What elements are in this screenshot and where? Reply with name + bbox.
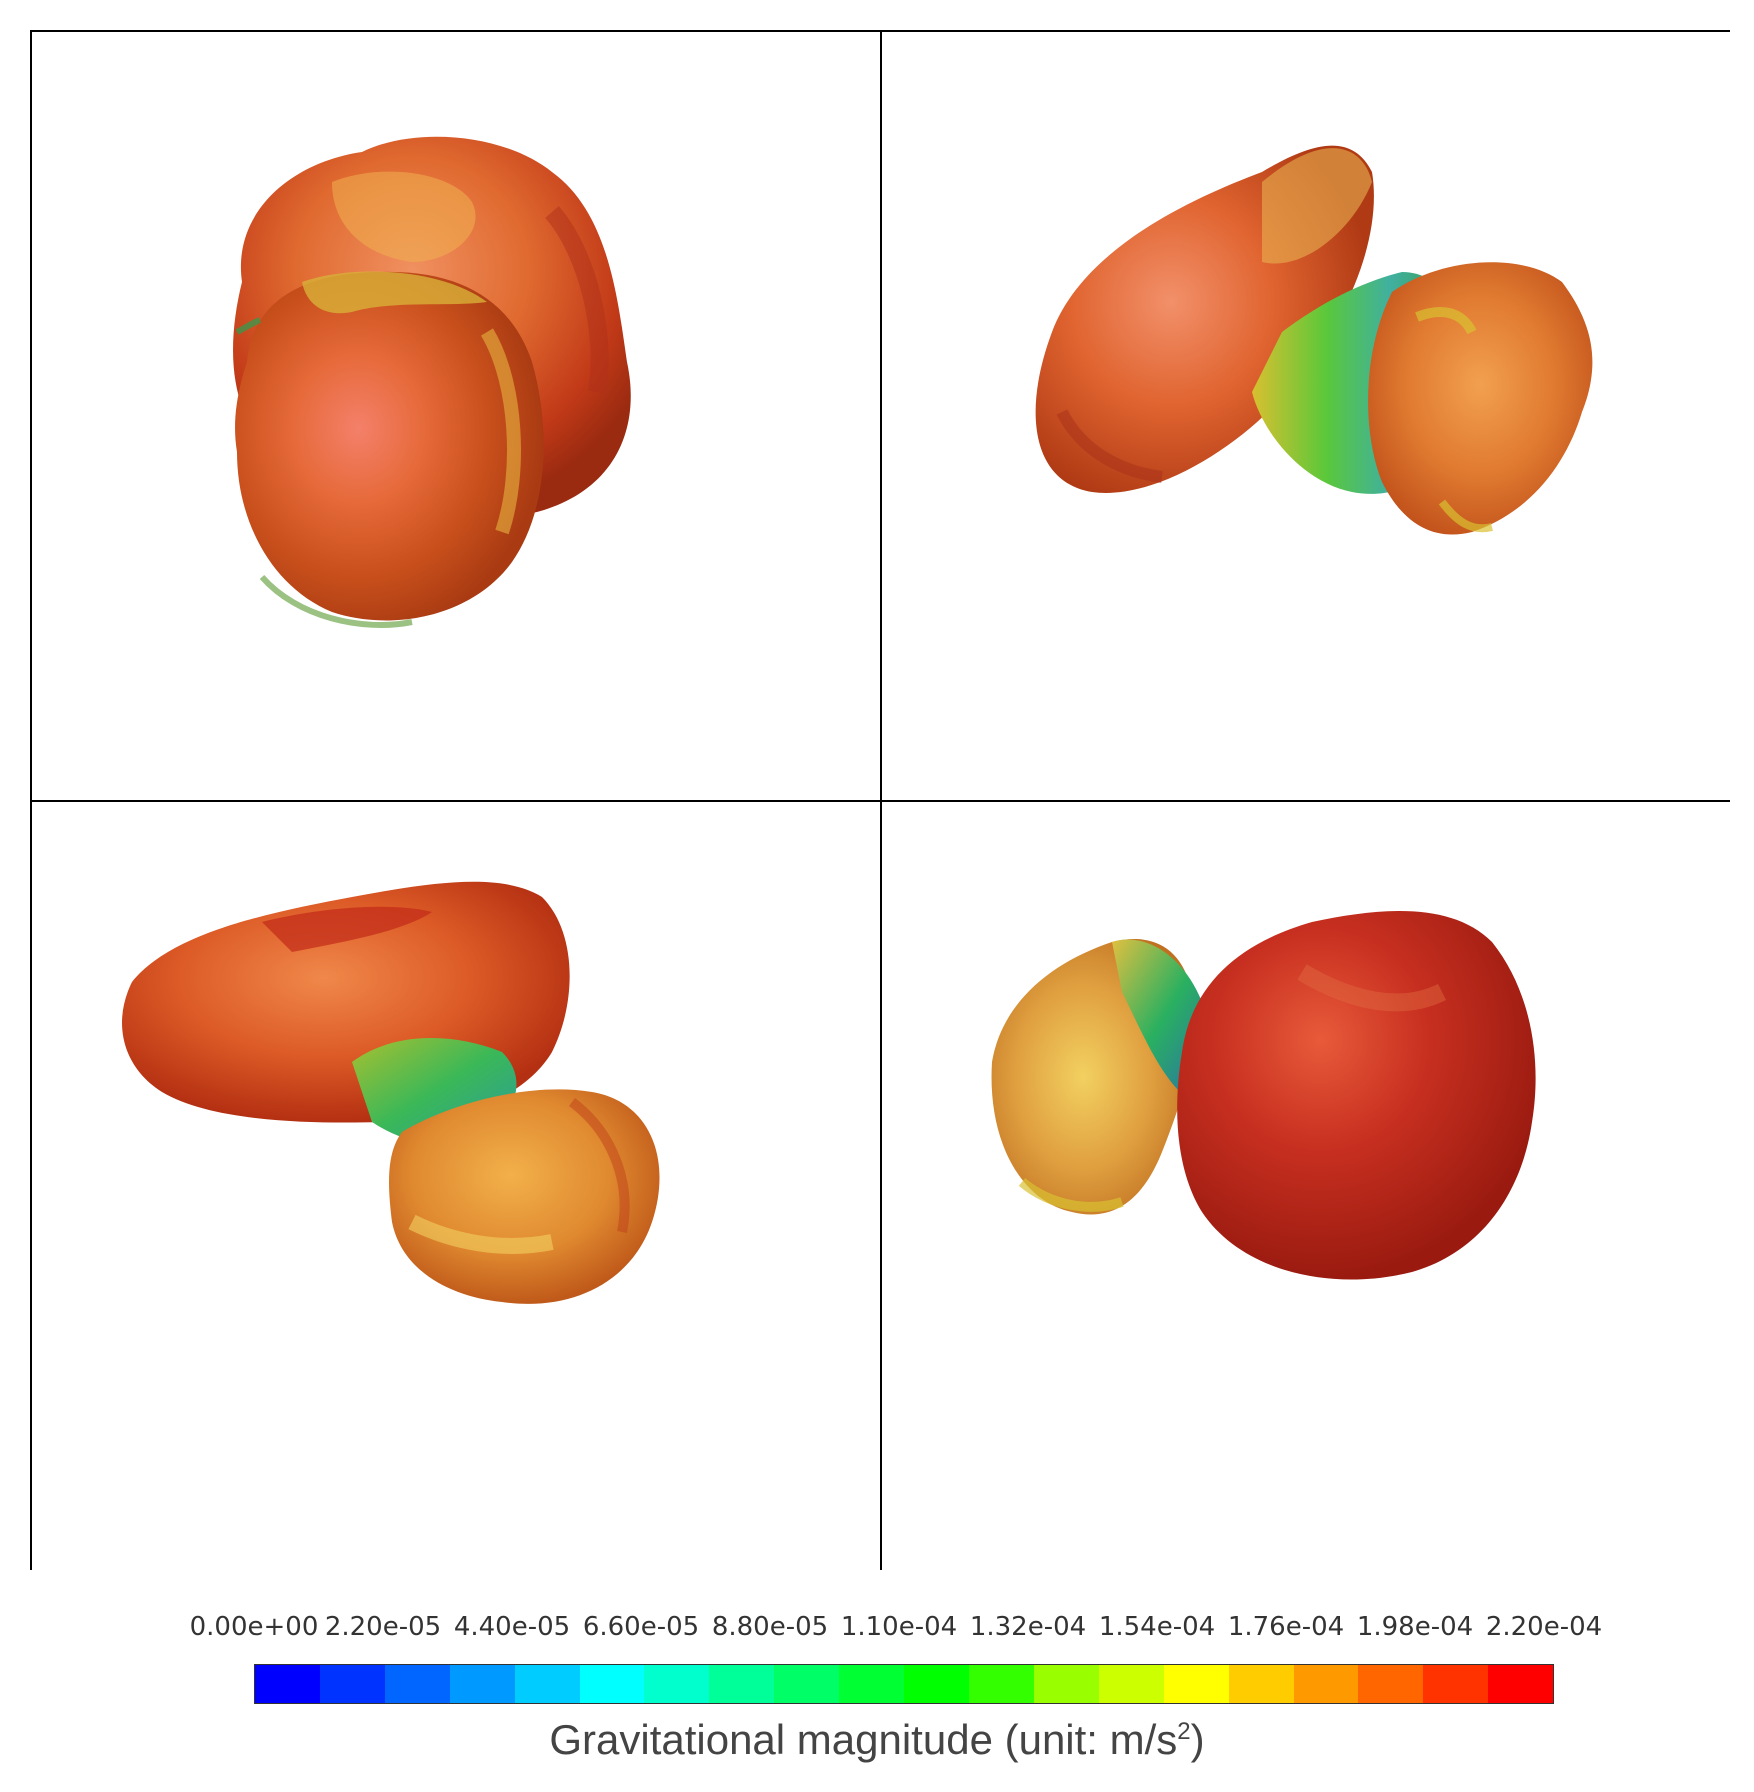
colorbar-segment (1228, 1665, 1294, 1703)
colorbar-segment (904, 1665, 969, 1703)
colorbar-segment (384, 1665, 450, 1703)
colorbar-segment (1033, 1665, 1099, 1703)
colorbar-segment (1488, 1665, 1554, 1703)
colorbar-segment (319, 1665, 385, 1703)
colorbar-segment (1423, 1665, 1489, 1703)
colorbar-segment (1358, 1665, 1424, 1703)
colorbar-segment (709, 1665, 775, 1703)
colorbar-segment (514, 1665, 580, 1703)
panel-view-3 (32, 802, 882, 1570)
comet-view-1-image (233, 136, 631, 628)
comet-view-4-image (991, 910, 1536, 1280)
panel-view-2 (882, 32, 1730, 802)
colorbar-segment (1098, 1665, 1164, 1703)
colorbar-tick-label: 6.60e-05 (582, 1612, 700, 1642)
colorbar-tick-label: 1.10e-04 (840, 1612, 958, 1642)
colorbar-tick-label: 2.20e-05 (324, 1612, 442, 1642)
caption-text: Gravitational magnitude (unit: m/s (549, 1716, 1178, 1763)
caption-close: ) (1190, 1716, 1205, 1763)
colorbar-tick-label: 1.32e-04 (969, 1612, 1087, 1642)
colorbar-segment (1293, 1665, 1359, 1703)
panel-view-4 (882, 802, 1730, 1570)
colorbar-segment (1163, 1665, 1229, 1703)
colorbar-segment (774, 1665, 840, 1703)
colorbar-caption: Gravitational magnitude (unit: m/s2) (0, 1716, 1754, 1764)
colorbar-segment (449, 1665, 515, 1703)
colorbar-tick-label: 1.76e-04 (1227, 1612, 1345, 1642)
colorbar-tick-label: 0.00e+00 (189, 1612, 319, 1642)
colorbar-tick-label: 8.80e-05 (711, 1612, 829, 1642)
colorbar-segment (839, 1665, 905, 1703)
colorbar-tick-label: 4.40e-05 (453, 1612, 571, 1642)
colorbar-tick-label: 1.54e-04 (1098, 1612, 1216, 1642)
colorbar-tick-label: 1.98e-04 (1356, 1612, 1474, 1642)
comet-view-3-image (122, 881, 660, 1304)
caption-superscript: 2 (1177, 1718, 1191, 1745)
colorbar-tick-labels: 0.00e+00 2.20e-05 4.40e-05 6.60e-05 8.80e-05… (184, 1612, 1614, 1646)
view-grid (30, 30, 1730, 1570)
colorbar (254, 1664, 1554, 1704)
colorbar-segment (968, 1665, 1034, 1703)
colorbar-segment (255, 1665, 320, 1703)
comet-view-2-image (1035, 145, 1593, 535)
colorbar-tick-label: 2.20e-04 (1485, 1612, 1603, 1642)
colorbar-segment (644, 1665, 710, 1703)
colorbar-segment (579, 1665, 645, 1703)
panel-view-1 (32, 32, 882, 802)
